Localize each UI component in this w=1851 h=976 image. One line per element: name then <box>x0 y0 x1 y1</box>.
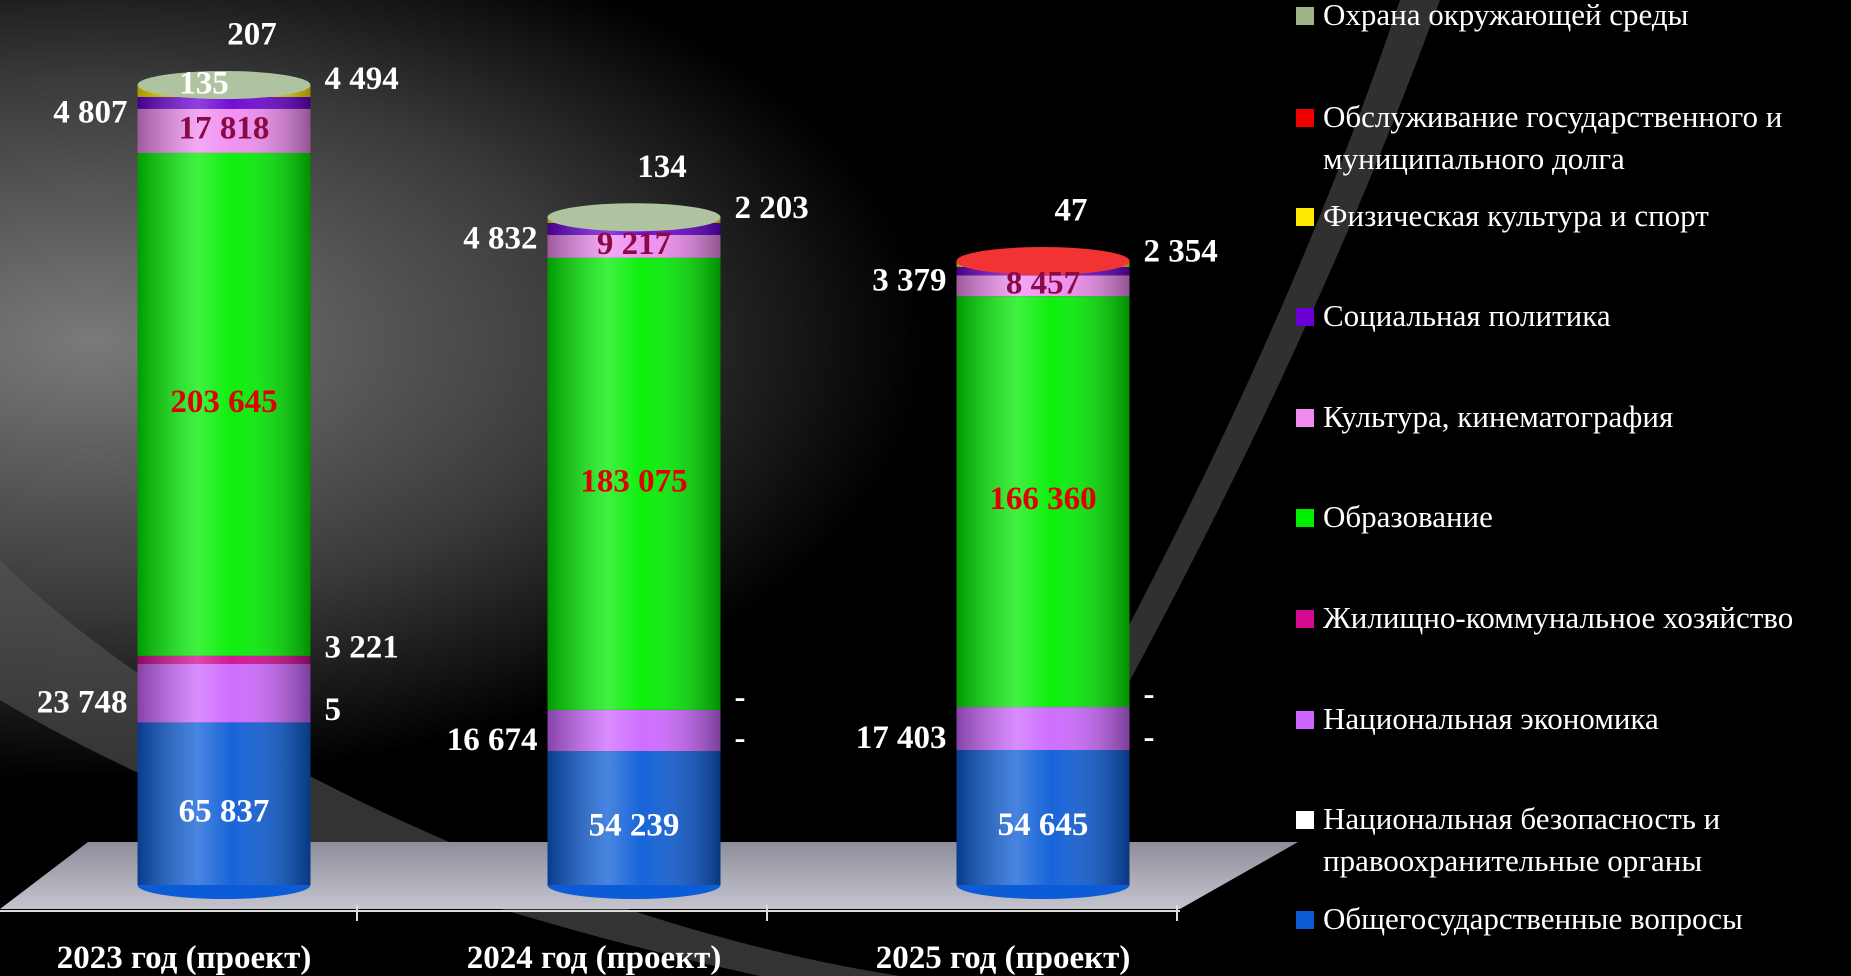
value-label: - <box>1144 720 1155 756</box>
segment-shade <box>137 108 311 153</box>
legend-label: Национальная экономика <box>1323 701 1659 736</box>
background-swirl <box>1000 0 1440 860</box>
segment-shade <box>547 751 721 885</box>
value-label: 23 748 <box>37 685 128 721</box>
legend-swatch <box>1296 610 1314 628</box>
value-label: 65 837 <box>179 793 270 829</box>
segment-shade <box>137 722 311 885</box>
legend-swatch <box>1296 409 1314 427</box>
legend-swatch <box>1296 7 1314 25</box>
value-label: 9 217 <box>597 226 671 262</box>
value-label: 135 <box>179 65 229 101</box>
value-label: - <box>1144 677 1155 713</box>
legend-swatch <box>1296 308 1314 326</box>
legend-item: Национальная экономика <box>1296 698 1836 740</box>
value-label: 16 674 <box>447 722 538 758</box>
legend-label: Жилищно-коммунальное хозяйство <box>1323 600 1794 635</box>
cylinder-top <box>956 247 1130 276</box>
value-label: 4 832 <box>463 221 537 257</box>
value-label: 17 818 <box>179 110 270 146</box>
legend-item: Охрана окружающей среды <box>1296 0 1836 36</box>
legend-item: Жилищно-коммунальное хозяйство <box>1296 597 1836 639</box>
segment-shade <box>956 275 1130 297</box>
legend-label: Культура, кинематография <box>1323 399 1674 434</box>
legend-label: Социальная политика <box>1323 298 1611 333</box>
cylinder-top <box>547 203 721 232</box>
value-label: 47 <box>1055 193 1088 229</box>
segment-shade <box>547 257 721 710</box>
segment-shade <box>956 296 1130 708</box>
x-tick-label: 2024 год (проект) <box>467 940 722 976</box>
legend-swatch <box>1296 911 1314 929</box>
cylinder-top-shade <box>137 71 311 99</box>
value-label: - <box>735 679 746 715</box>
value-label: 4 494 <box>325 61 399 97</box>
segment-shade <box>137 152 311 656</box>
legend-item: Физическая культура и спорт <box>1296 195 1836 237</box>
value-label: 207 <box>227 17 277 53</box>
value-label: 4 807 <box>53 94 127 130</box>
legend-label: Охрана окружающей среды <box>1323 0 1689 32</box>
legend-item: Общегосударственные вопросы <box>1296 898 1836 940</box>
value-label: 17 403 <box>856 720 947 756</box>
cylinder-top-shade <box>547 203 721 232</box>
value-label: 203 645 <box>170 384 277 420</box>
segment-shade <box>956 750 1130 885</box>
value-label: 2 354 <box>1144 234 1218 270</box>
value-label: 3 221 <box>325 629 399 665</box>
legend-swatch <box>1296 509 1314 527</box>
legend-swatch <box>1296 811 1314 829</box>
segment-shade <box>137 663 311 723</box>
legend-item: Культура, кинематография <box>1296 396 1836 438</box>
legend-label: Общегосударственные вопросы <box>1323 901 1743 936</box>
cylinder-top-shade <box>956 247 1130 276</box>
legend-item: Национальная безопасность и правоохранит… <box>1296 798 1836 882</box>
value-label: 8 457 <box>1006 265 1080 301</box>
value-label: 166 360 <box>989 481 1096 517</box>
legend-item: Обслуживание государственного и муниципа… <box>1296 96 1836 180</box>
value-label: 3 379 <box>872 263 946 299</box>
value-label: 54 239 <box>589 808 680 844</box>
value-label: 5 <box>325 692 342 728</box>
legend-swatch <box>1296 208 1314 226</box>
value-label: - <box>735 721 746 757</box>
value-label: 54 645 <box>998 807 1089 843</box>
x-tick-label: 2025 год (проект) <box>876 940 1131 976</box>
segment-shade <box>956 707 1130 751</box>
legend-swatch <box>1296 109 1314 127</box>
value-label: 134 <box>637 149 687 185</box>
segment-shade <box>137 655 311 664</box>
value-label: 183 075 <box>580 463 687 499</box>
cylinder-top <box>137 71 311 99</box>
legend-label: Образование <box>1323 499 1493 534</box>
legend-swatch <box>1296 711 1314 729</box>
legend-label: Физическая культура и спорт <box>1323 198 1709 233</box>
x-tick-label: 2023 год (проект) <box>57 940 312 976</box>
segment-shade <box>547 234 721 258</box>
legend-label: Обслуживание государственного и муниципа… <box>1323 99 1783 176</box>
segment-shade <box>137 96 311 109</box>
legend-label: Национальная безопасность и правоохранит… <box>1323 801 1721 878</box>
legend-item: Социальная политика <box>1296 295 1836 337</box>
segment-shade <box>547 709 721 752</box>
value-label: 2 203 <box>735 190 809 226</box>
legend-item: Образование <box>1296 496 1836 538</box>
